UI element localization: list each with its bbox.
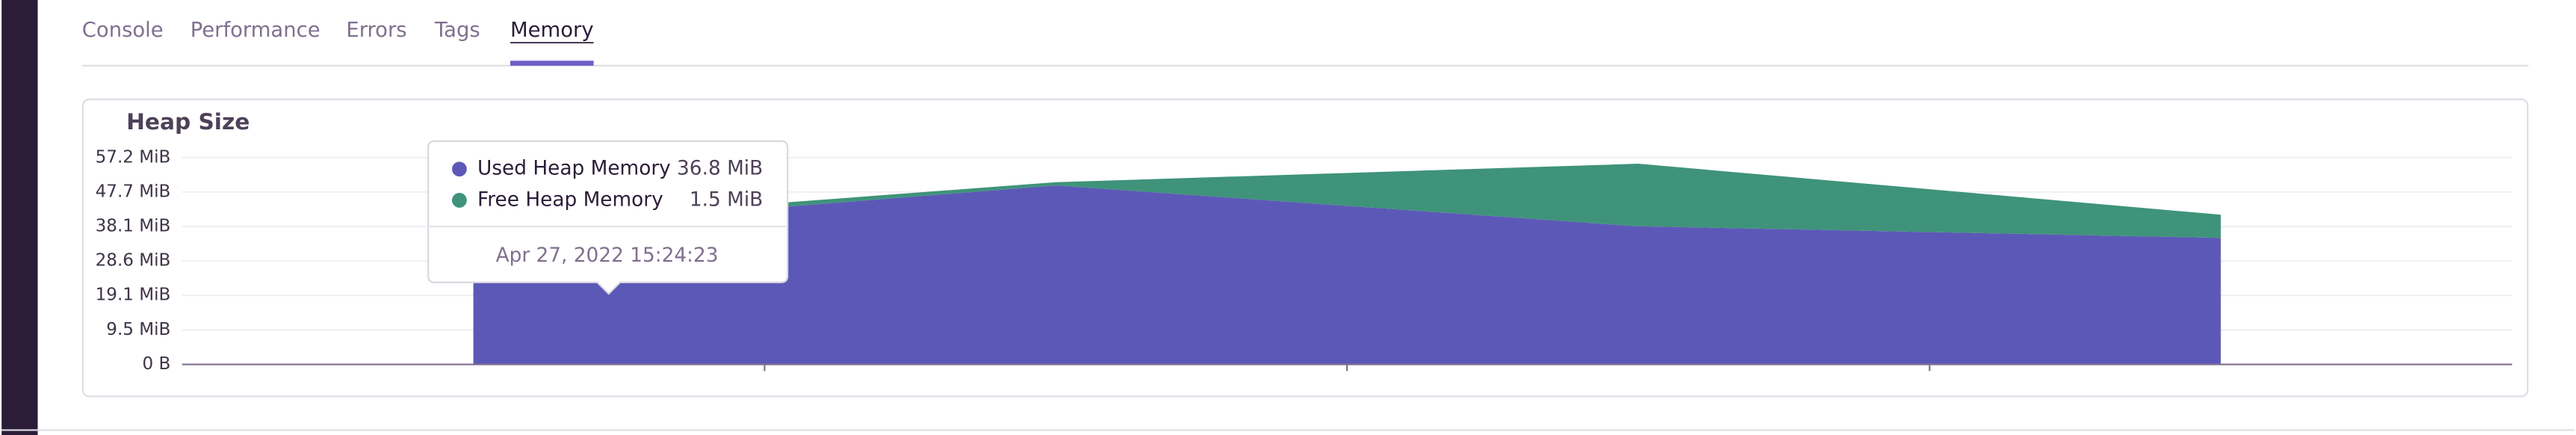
tooltip: Used Heap Memory 36.8 MiB Free Heap Memory… <box>427 140 789 295</box>
y-tick-label: 57.2 MiB <box>96 147 171 167</box>
tooltip-value: 1.5 MiB <box>690 188 763 211</box>
y-tick-label: 9.5 MiB <box>106 320 170 339</box>
tab-bar: Console Performance Errors Tags Memory <box>82 19 594 66</box>
tab[interactable]: Console <box>82 19 164 42</box>
y-tick-label: 47.7 MiB <box>96 182 171 201</box>
tab[interactable]: Tags <box>434 19 480 42</box>
area <box>473 185 2221 365</box>
tab[interactable]: Errors <box>346 19 406 42</box>
tooltip-value: 36.8 MiB <box>677 158 763 180</box>
y-tick-label: 38.1 MiB <box>96 217 171 236</box>
plot: 0 B 9.5 MiB 19.1 MiB 28.6 MiB 38.1 MiB 47.7 M… <box>96 147 2512 374</box>
tooltip-box <box>427 140 789 295</box>
tooltip-swatch <box>452 161 467 177</box>
tooltip-date: Apr 27, 2022 15:24:23 <box>496 244 719 267</box>
tab[interactable]: Memory <box>510 19 594 42</box>
y-tick-label: 19.1 MiB <box>96 286 171 305</box>
chart-title: Heap Size <box>126 108 250 135</box>
active-tab-indicator <box>510 61 594 66</box>
sidebar <box>1 0 38 435</box>
area <box>473 164 2221 238</box>
tooltip-series-name: Free Heap Memory <box>477 188 663 211</box>
tooltip-series-name: Used Heap Memory <box>477 158 671 180</box>
y-tick-label: 28.6 MiB <box>96 251 171 271</box>
tab[interactable]: Performance <box>191 19 321 42</box>
tooltip-swatch <box>452 193 467 208</box>
y-tick-label: 0 B <box>143 354 171 374</box>
